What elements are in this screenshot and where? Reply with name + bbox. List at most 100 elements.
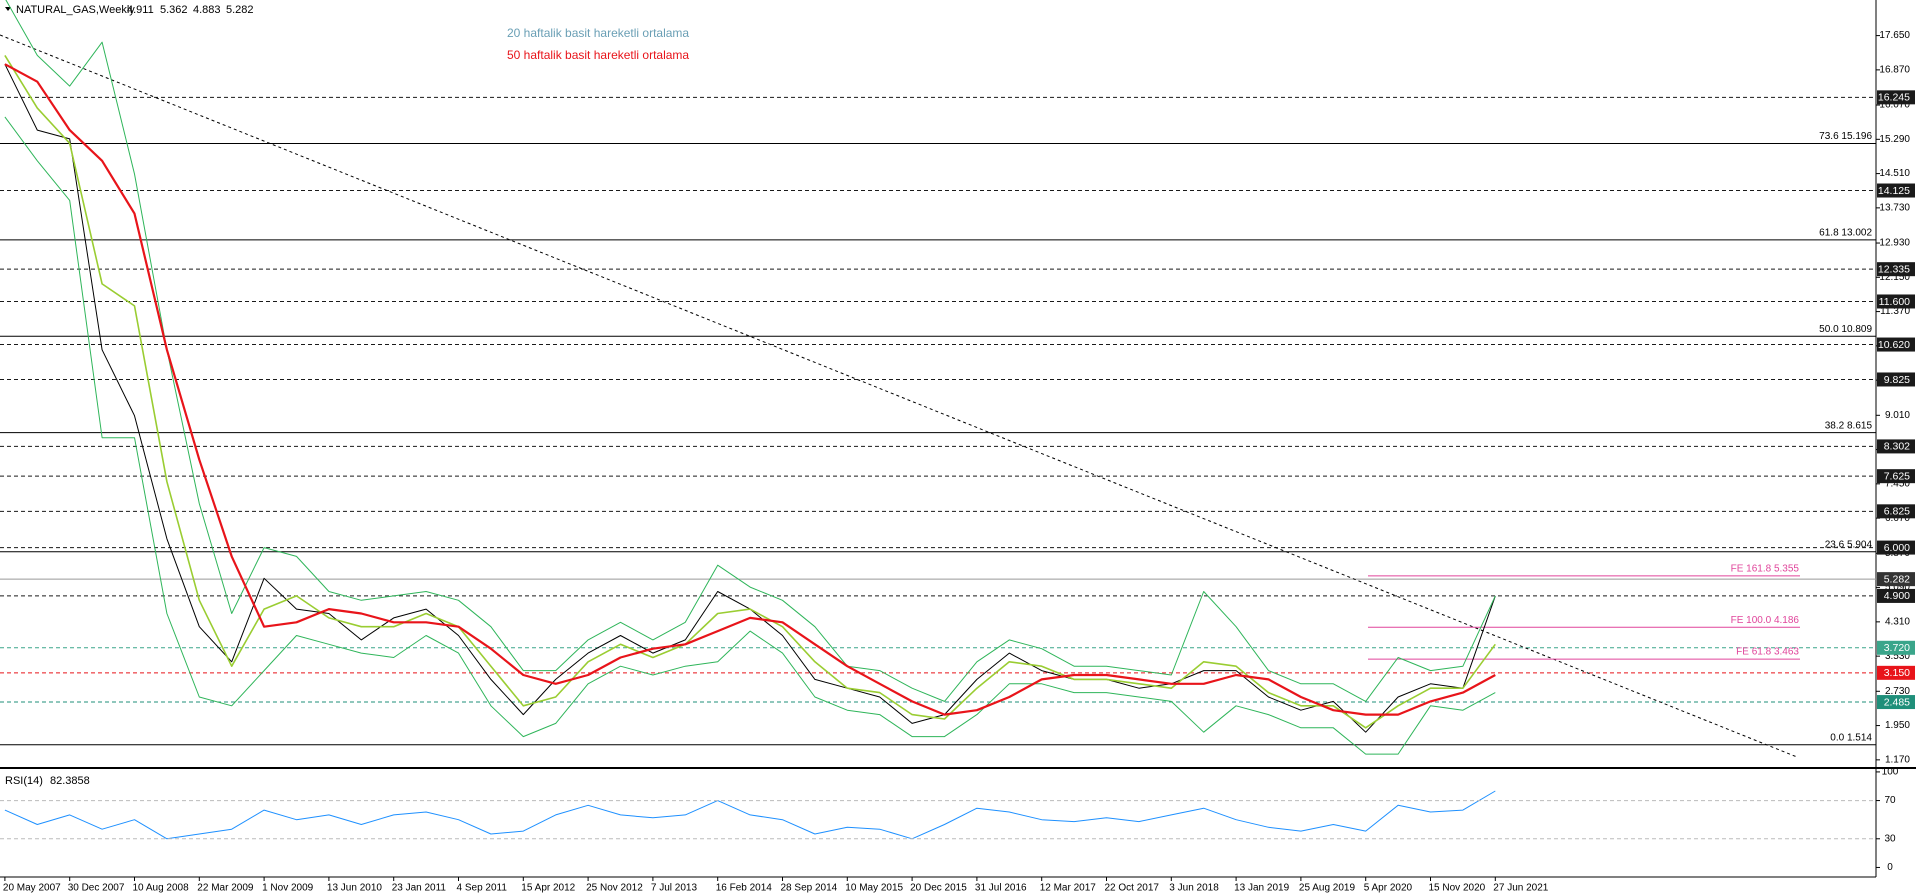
fe-label: FE 61.8 3.463	[1736, 647, 1799, 658]
y-tick-label: 12.150	[1879, 272, 1910, 283]
level-label: 11.600	[1879, 296, 1910, 308]
level-label: 3.150	[1884, 667, 1910, 679]
level-box	[1877, 640, 1915, 655]
x-tick-label: 28 Sep 2014	[781, 883, 838, 894]
y-tick-label: 11.370	[1880, 306, 1910, 317]
level-box	[1877, 337, 1915, 352]
fib-label: 0.0 1.514	[1830, 732, 1872, 743]
level-label: 6.825	[1884, 506, 1910, 518]
trend-line	[0, 34, 1798, 758]
fib-label: 61.8 13.002	[1819, 228, 1872, 239]
x-tick-label: 25 Aug 2019	[1299, 883, 1356, 894]
y-tick-label: 1.170	[1885, 754, 1910, 765]
y-tick-label: 5.090	[1885, 582, 1910, 593]
x-tick-label: 16 Feb 2014	[716, 883, 773, 894]
level-label: 6.000	[1884, 542, 1910, 554]
y-tick-label: 100	[1882, 767, 1899, 778]
level-box	[1877, 665, 1915, 680]
level-box	[1877, 540, 1915, 555]
x-tick-label: 3 Jun 2018	[1169, 883, 1219, 894]
y-tick-label: 0	[1887, 862, 1893, 873]
level-label: 14.125	[1878, 185, 1910, 197]
y-tick-label: 13.730	[1879, 203, 1910, 214]
level-label: 12.335	[1878, 263, 1910, 275]
y-tick-label: 3.530	[1885, 651, 1910, 662]
x-tick-label: 12 Mar 2017	[1040, 883, 1097, 894]
series-line	[4, 790, 1496, 840]
x-tick-label: 5 Apr 2020	[1364, 883, 1413, 894]
y-tick-label: 17.650	[1879, 30, 1910, 41]
level-box	[1877, 588, 1915, 603]
series-line	[4, 116, 1496, 755]
fe-label: FE 161.8 5.355	[1731, 564, 1800, 575]
x-tick-label: 30 Dec 2007	[68, 883, 125, 894]
y-tick-label: 7.450	[1885, 478, 1910, 489]
y-tick-label: 1.950	[1885, 720, 1910, 731]
ohlc-value: 4.911	[127, 4, 154, 16]
series-line	[4, 63, 1496, 716]
y-tick-label: 30	[1884, 833, 1896, 844]
y-tick-label: 16.070	[1879, 100, 1910, 111]
rsi-title: RSI(14)	[5, 775, 43, 787]
y-tick-label: 2.730	[1885, 686, 1910, 697]
level-label: 8.302	[1884, 441, 1910, 453]
level-box	[1877, 183, 1915, 198]
x-tick-label: 1 Nov 2009	[262, 883, 314, 894]
fe-label: FE 100.0 4.186	[1731, 615, 1800, 626]
series-line	[4, 54, 1496, 729]
x-tick-label: 25 Nov 2012	[586, 883, 643, 894]
level-box	[1877, 504, 1915, 519]
level-label: 3.720	[1884, 642, 1910, 654]
ohlc-value: 5.362	[160, 4, 188, 16]
level-box	[1877, 695, 1915, 710]
y-tick-label: 4.310	[1885, 616, 1910, 627]
legend-label: 50 haftalik basit hareketli ortalama	[507, 48, 689, 62]
x-tick-label: 22 Mar 2009	[197, 883, 254, 894]
x-tick-label: 10 Aug 2008	[133, 883, 190, 894]
menu-arrow[interactable]	[5, 7, 11, 11]
fib-label: 73.6 15.196	[1819, 131, 1872, 142]
y-tick-label: 70	[1884, 795, 1896, 806]
level-label: 4.900	[1884, 590, 1910, 602]
level-box	[1877, 572, 1915, 587]
level-label: 10.620	[1878, 339, 1910, 351]
ohlc-value: 5.282	[226, 4, 254, 16]
y-tick-label: 14.510	[1879, 168, 1910, 179]
x-tick-label: 4 Sep 2011	[457, 883, 508, 894]
level-box	[1877, 469, 1915, 484]
x-tick-label: 10 May 2015	[845, 883, 903, 894]
x-tick-label: 7 Jul 2013	[651, 883, 698, 894]
x-tick-label: 15 Apr 2012	[521, 883, 575, 894]
x-tick-label: 13 Jan 2019	[1234, 883, 1289, 894]
x-tick-label: 20 Dec 2015	[910, 883, 967, 894]
chart-title: NATURAL_GAS,Weekly	[16, 4, 135, 16]
level-label: 9.825	[1884, 374, 1910, 386]
series-line	[5, 0, 1496, 702]
x-tick-label: 13 Jun 2010	[327, 883, 382, 894]
level-box	[1877, 90, 1915, 105]
level-label: 2.485	[1884, 696, 1910, 708]
y-tick-label: 15.290	[1879, 134, 1910, 145]
x-tick-label: 15 Nov 2020	[1429, 883, 1486, 894]
level-box	[1877, 439, 1915, 454]
x-tick-label: 23 Jan 2011	[392, 883, 447, 894]
level-box	[1877, 262, 1915, 277]
level-box	[1877, 372, 1915, 387]
rsi-value: 82.3858	[50, 775, 90, 787]
x-tick-label: 27 Jun 2021	[1493, 883, 1548, 894]
y-tick-label: 12.930	[1879, 238, 1910, 249]
x-tick-label: 22 Oct 2017	[1105, 883, 1160, 894]
x-tick-label: 20 May 2007	[3, 883, 61, 894]
level-label: 16.245	[1878, 92, 1910, 104]
ohlc-value: 4.883	[193, 4, 221, 16]
x-tick-label: 31 Jul 2016	[975, 883, 1027, 894]
y-tick-label: 16.870	[1879, 65, 1910, 76]
fib-label: 50.0 10.809	[1819, 324, 1872, 335]
legend-label: 20 haftalik basit hareketli ortalama	[507, 26, 689, 40]
level-label: 7.625	[1884, 470, 1910, 482]
fib-label: 38.2 8.615	[1825, 420, 1873, 431]
level-label: 5.282	[1884, 573, 1910, 585]
y-tick-label: 9.010	[1885, 410, 1910, 421]
